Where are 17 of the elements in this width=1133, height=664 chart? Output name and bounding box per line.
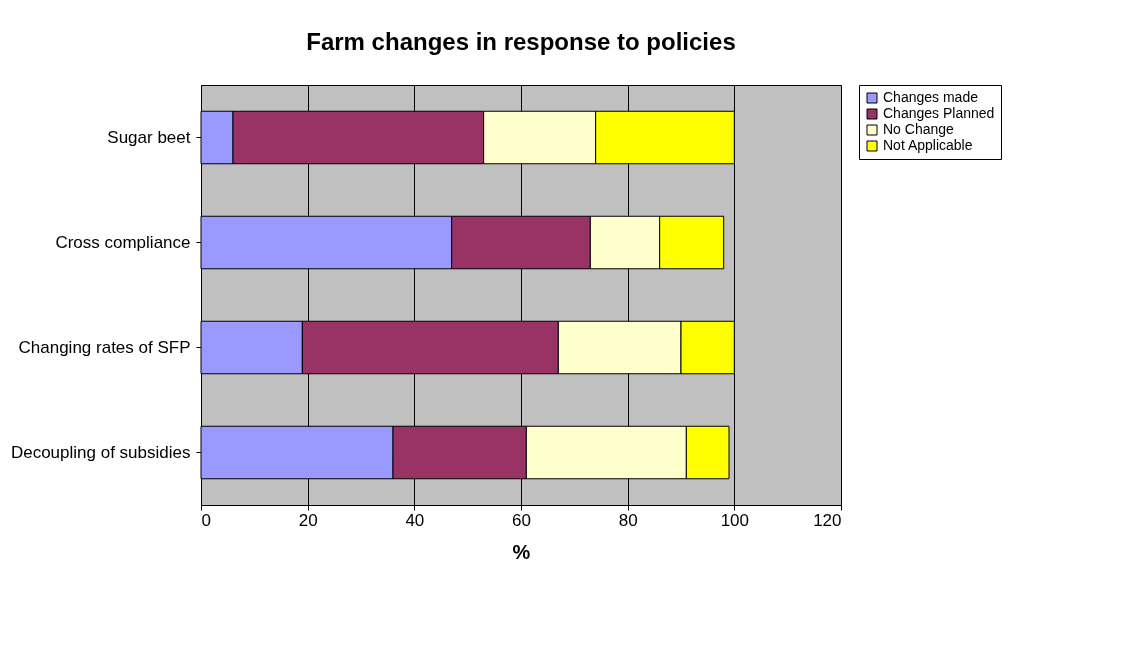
legend-label: Changes made (883, 89, 979, 105)
chart-title: Farm changes in response to policies (306, 27, 736, 55)
y-tick-label: Changing rates of SFP (18, 337, 191, 357)
x-tick-label: 20 (298, 510, 318, 530)
x-axis-title: % (512, 540, 531, 563)
x-tick-label: 100 (720, 510, 750, 530)
x-tick-label: 60 (512, 510, 531, 530)
y-tick-label: Sugar beet (107, 127, 191, 147)
x-tick-label: 40 (405, 510, 425, 530)
x-tick-label: 80 (618, 510, 638, 530)
y-tick-label: Cross compliance (55, 232, 191, 252)
legend-label: Changes Planned (883, 105, 995, 121)
legend-label: No Change (883, 121, 955, 137)
y-tick-label: Decoupling of subsidies (10, 442, 191, 462)
legend-label: Not Applicable (883, 137, 973, 153)
x-tick-label: 120 (813, 510, 842, 530)
x-tick-label: 0 (201, 510, 211, 530)
